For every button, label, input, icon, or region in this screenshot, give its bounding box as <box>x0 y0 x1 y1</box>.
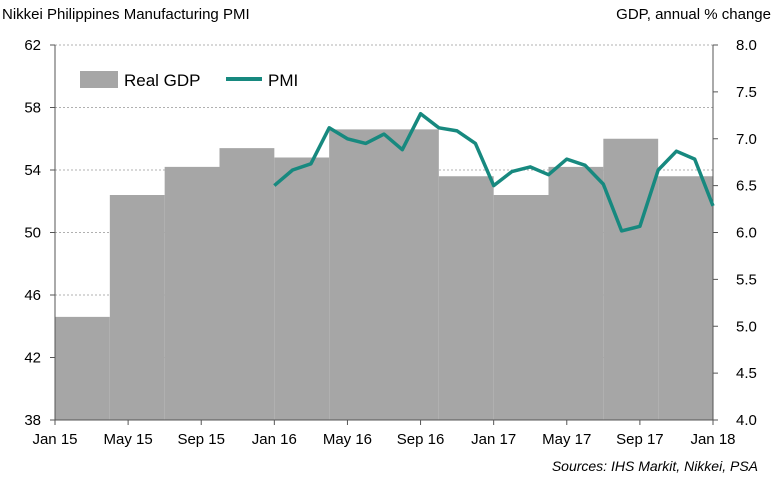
x-tick-label: Sep 15 <box>177 431 225 448</box>
gdp-bar <box>438 176 494 420</box>
gdp-bar <box>548 166 604 420</box>
gdp-bar <box>274 157 330 420</box>
legend-gdp-label: Real GDP <box>124 71 201 90</box>
pmi-line <box>273 111 715 233</box>
x-tick-label: Sep 16 <box>397 431 445 448</box>
gdp-bar <box>164 166 220 420</box>
y-right-tick-label: 4.5 <box>736 365 757 382</box>
x-tick-label: May 16 <box>323 431 372 448</box>
legend-pmi-label: PMI <box>268 71 298 90</box>
chart-title-right: GDP, annual % change <box>616 6 771 23</box>
x-tick-label: Jan 18 <box>690 431 735 448</box>
y-right-tick-label: 5.0 <box>736 318 757 335</box>
gdp-bars <box>55 129 713 420</box>
y-right-tick-label: 4.0 <box>736 412 757 429</box>
y-right-tick-label: 5.5 <box>736 271 757 288</box>
gdp-bar <box>603 138 659 420</box>
legend: Real GDP PMI <box>80 71 298 90</box>
y-right-tick-label: 7.5 <box>736 84 757 101</box>
y-right-tick-labels: 4.0 4.5 5.0 5.5 6.0 6.5 7.0 7.5 8.0 <box>736 37 757 429</box>
gdp-bar <box>384 129 439 420</box>
gdp-bar <box>493 195 549 420</box>
y-left-tick-label: 42 <box>24 350 41 367</box>
x-tick-label: Sep 17 <box>616 431 664 448</box>
x-tick-label: Jan 15 <box>32 431 77 448</box>
y-left-tick-label: 62 <box>24 37 41 54</box>
y-right-tick-label: 7.0 <box>736 131 757 148</box>
y-right-tick-label: 6.5 <box>736 178 757 195</box>
x-tick-labels: Jan 15 May 15 Sep 15 Jan 16 May 16 Sep 16 Jan … <box>32 431 735 448</box>
gdp-bar <box>109 195 165 420</box>
x-tick-label: Jan 16 <box>252 431 297 448</box>
y-left-tick-label: 58 <box>24 100 41 117</box>
y-left-tick-label: 46 <box>24 287 41 304</box>
x-tick-label: May 17 <box>542 431 591 448</box>
y-left-tick-labels: 38 42 46 50 54 58 62 <box>24 37 41 429</box>
y-left-tick-label: 54 <box>24 162 41 179</box>
chart-title-left: Nikkei Philippines Manufacturing PMI <box>2 6 250 23</box>
pmi-line-group <box>273 111 715 233</box>
gdp-bar <box>658 176 713 420</box>
gdp-bar <box>55 316 110 420</box>
y-left-tick-label: 38 <box>24 412 41 429</box>
gdp-bar <box>219 148 275 420</box>
y-right-tick-label: 6.0 <box>736 225 757 242</box>
y-left-tick-label: 50 <box>24 225 41 242</box>
chart-source: Sources: IHS Markit, Nikkei, PSA <box>552 458 758 474</box>
gdp-bar <box>329 129 384 420</box>
legend-gdp-swatch <box>80 71 118 88</box>
y-right-tick-label: 8.0 <box>736 37 757 54</box>
x-tick-label: Jan 17 <box>471 431 516 448</box>
x-tick-label: May 15 <box>104 431 153 448</box>
axes <box>50 44 718 425</box>
